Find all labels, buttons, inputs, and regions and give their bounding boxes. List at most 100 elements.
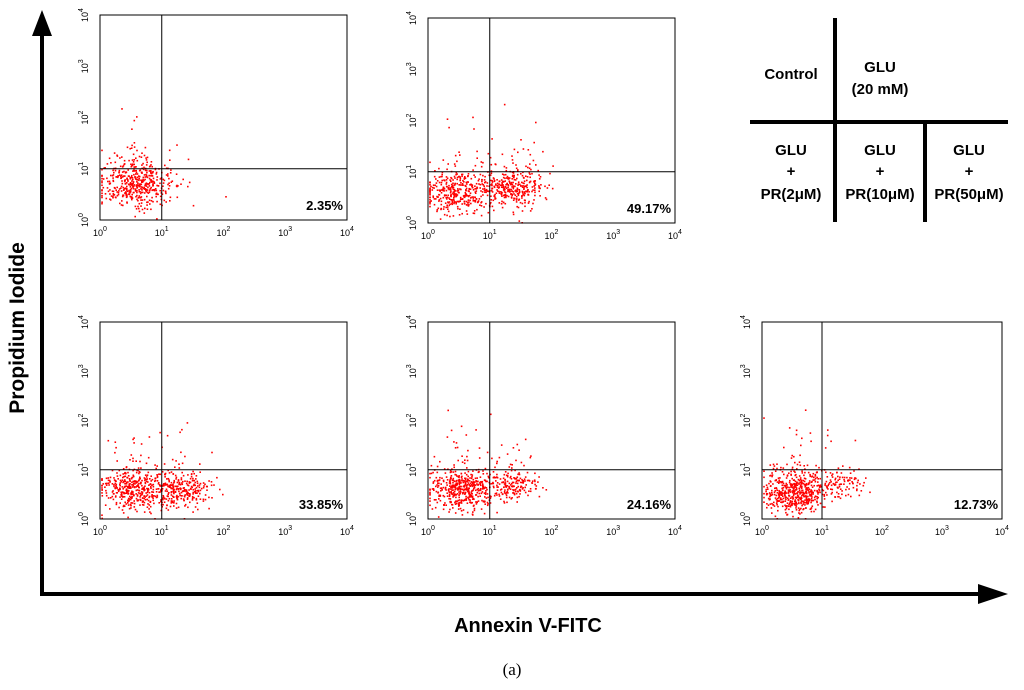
scatter-point — [516, 188, 519, 191]
scatter-point — [169, 485, 171, 487]
scatter-point — [477, 487, 480, 490]
scatter-point — [132, 182, 134, 184]
scatter-point — [456, 502, 458, 505]
y-tick-label: 104 — [406, 11, 418, 25]
scatter-point — [525, 175, 527, 177]
scatter-point — [458, 503, 460, 505]
scatter-point — [486, 190, 488, 192]
scatter-point — [114, 451, 116, 454]
scatter-point — [771, 491, 773, 494]
scatter-point — [830, 481, 832, 483]
scatter-point — [782, 482, 785, 485]
x-tick-label: 100 — [755, 525, 769, 537]
scatter-point — [196, 489, 199, 492]
scatter-point — [144, 146, 147, 149]
scatter-point — [436, 180, 439, 182]
scatter-point — [440, 175, 442, 178]
scatter-point — [434, 506, 437, 509]
scatter-point — [522, 176, 525, 179]
scatter-point — [446, 436, 449, 438]
scatter-point — [528, 191, 530, 193]
scatter-point — [814, 480, 817, 483]
scatter-point — [187, 474, 189, 476]
scatter-point — [813, 496, 816, 499]
scatter-point — [517, 485, 519, 488]
scatter-point — [515, 478, 517, 480]
scatter-point — [482, 473, 485, 475]
scatter-point — [522, 480, 525, 482]
scatter-point — [846, 486, 848, 488]
scatter-point — [188, 181, 191, 184]
scatter-point — [799, 493, 801, 495]
scatter-point — [108, 157, 111, 160]
scatter-point — [141, 186, 144, 189]
scatter-point — [467, 475, 469, 478]
scatter-point — [135, 486, 138, 488]
scatter-point — [801, 472, 804, 474]
scatter-point — [480, 214, 483, 217]
scatter-point — [433, 198, 436, 200]
scatter-point — [458, 478, 461, 481]
scatter-point — [470, 495, 473, 497]
scatter-point — [793, 485, 795, 488]
scatter-point — [126, 477, 129, 479]
scatter-point — [160, 490, 162, 492]
scatter-point — [450, 501, 452, 503]
scatter-point — [485, 189, 487, 192]
scatter-point — [499, 478, 502, 480]
scatter-point — [763, 496, 765, 499]
scatter-point — [466, 502, 469, 504]
scatter-point — [816, 485, 818, 487]
scatter-point — [172, 491, 175, 494]
scatter-point — [504, 492, 506, 494]
scatter-point — [121, 486, 124, 488]
x-tick-label: 101 — [483, 229, 497, 241]
scatter-point — [145, 480, 148, 483]
scatter-point — [510, 475, 512, 478]
scatter-point — [827, 429, 829, 431]
scatter-point — [481, 191, 484, 193]
scatter-point — [121, 479, 124, 481]
scatter-point — [795, 487, 798, 489]
scatter-point — [810, 510, 813, 513]
scatter-point — [149, 203, 151, 205]
scatter-point — [526, 191, 528, 193]
scatter-point — [101, 194, 103, 197]
scatter-point — [429, 181, 431, 184]
scatter-point — [459, 188, 461, 190]
scatter-point — [808, 492, 810, 494]
scatter-point — [461, 175, 463, 178]
scatter-point — [500, 193, 503, 196]
scatter-point — [476, 501, 478, 503]
scatter-point — [785, 482, 788, 485]
scatter-point — [537, 169, 539, 172]
scatter-point — [481, 180, 483, 183]
scatter-point — [138, 175, 140, 177]
scatter-point — [165, 201, 167, 203]
scatter-point — [164, 190, 167, 193]
scatter-point — [101, 479, 103, 481]
scatter-point — [459, 179, 461, 182]
scatter-point — [180, 495, 183, 497]
scatter-point — [466, 459, 469, 462]
scatter-point — [504, 188, 506, 191]
scatter-point — [792, 490, 795, 492]
scatter-point — [785, 507, 788, 510]
scatter-point — [140, 199, 142, 201]
legend-pr10-line1: GLU — [864, 142, 896, 159]
scatter-point — [203, 485, 205, 487]
scatter-point — [855, 477, 857, 480]
scatter-point — [809, 495, 811, 497]
scatter-point — [194, 490, 197, 492]
y-tick-label: 101 — [406, 165, 418, 179]
scatter-point — [135, 157, 137, 159]
scatter-point — [502, 176, 505, 179]
scatter-point — [529, 163, 531, 165]
scatter-point — [450, 488, 452, 490]
scatter-point — [186, 494, 189, 496]
scatter-point — [174, 466, 176, 468]
scatter-point — [439, 460, 441, 463]
scatter-point — [176, 494, 178, 497]
scatter-point — [517, 473, 519, 476]
scatter-point — [782, 487, 785, 489]
